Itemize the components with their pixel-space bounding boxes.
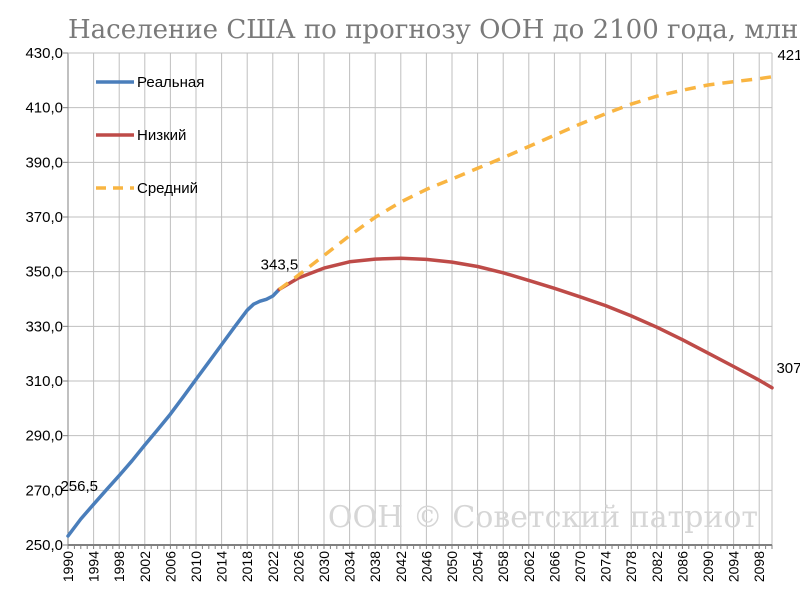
x-tick-label: 2086	[674, 551, 690, 582]
y-tick-label: 430,0	[25, 45, 63, 62]
y-tick-label: 410,0	[25, 100, 63, 117]
y-tick-label: 310,0	[25, 373, 63, 390]
y-tick-labels: 250,0 270,0 290,0 310,0 330,0 350,0 370,0 390,0…	[25, 45, 63, 554]
x-tick-label: 2030	[316, 551, 332, 582]
watermark-text: ООН © Советский патриот	[328, 500, 758, 535]
grid-lines	[67, 52, 772, 546]
x-tick-label: 2018	[239, 551, 255, 582]
series-line-1	[66, 287, 281, 538]
legend-label: Низкий	[137, 127, 186, 144]
legend-label: Средний	[137, 180, 198, 197]
series-lines	[66, 75, 774, 538]
x-tick-label: 1998	[111, 551, 127, 582]
x-tick-label: 1994	[86, 551, 102, 582]
data-label: 307,5	[776, 360, 800, 377]
x-tick-label: 2062	[521, 551, 537, 582]
y-tick-label: 270,0	[25, 482, 63, 499]
x-tick-label: 2090	[700, 551, 716, 582]
legend-label: Реальная	[137, 74, 204, 91]
x-tick-label: 1990	[60, 551, 76, 582]
legend: Реальная Низкий Средний	[96, 74, 204, 197]
x-tick-label: 2098	[751, 551, 767, 582]
y-tick-label: 390,0	[25, 154, 63, 171]
data-label: 421,3	[777, 47, 800, 64]
x-tick-label: 2094	[726, 551, 742, 582]
data-labels: 256,5 343,5 421,3 307,5	[60, 47, 800, 495]
x-tick-label: 2022	[265, 551, 281, 582]
x-tick-label: 2014	[214, 551, 230, 582]
y-tick-label: 370,0	[25, 209, 63, 226]
x-tick-label: 2006	[162, 551, 178, 582]
y-tick-label: 250,0	[25, 537, 63, 554]
chart-title: Население США по прогнозу ООН до 2100 го…	[68, 15, 800, 45]
x-tick-label: 2074	[598, 551, 614, 582]
x-tick-label: 2078	[623, 551, 639, 582]
axes	[63, 52, 773, 549]
x-tick-label: 2070	[572, 551, 588, 582]
y-tick-label: 290,0	[25, 428, 63, 445]
x-tick-label: 2042	[393, 551, 409, 582]
x-tick-label: 2010	[188, 551, 204, 582]
x-tick-label: 2046	[418, 551, 434, 582]
data-label: 343,5	[261, 256, 299, 273]
x-tick-label: 2002	[137, 551, 153, 582]
x-tick-label: 2038	[367, 551, 383, 582]
x-tick-label: 2082	[649, 551, 665, 582]
y-tick-label: 330,0	[25, 318, 63, 335]
series-line-3	[278, 75, 773, 291]
data-label: 256,5	[60, 478, 98, 495]
x-tick-labels: 1990 1994 1998 2002 2006 2010 2014 2018 2022 2026…	[60, 551, 767, 582]
y-tick-label: 350,0	[25, 264, 63, 281]
x-tick-label: 2034	[342, 551, 358, 582]
x-tick-label: 2050	[444, 551, 460, 582]
x-tick-label: 2066	[546, 551, 562, 582]
series-line-2	[277, 256, 774, 390]
x-tick-label: 2058	[495, 551, 511, 582]
x-tick-label: 2026	[290, 551, 306, 582]
x-tick-label: 2054	[470, 551, 486, 582]
